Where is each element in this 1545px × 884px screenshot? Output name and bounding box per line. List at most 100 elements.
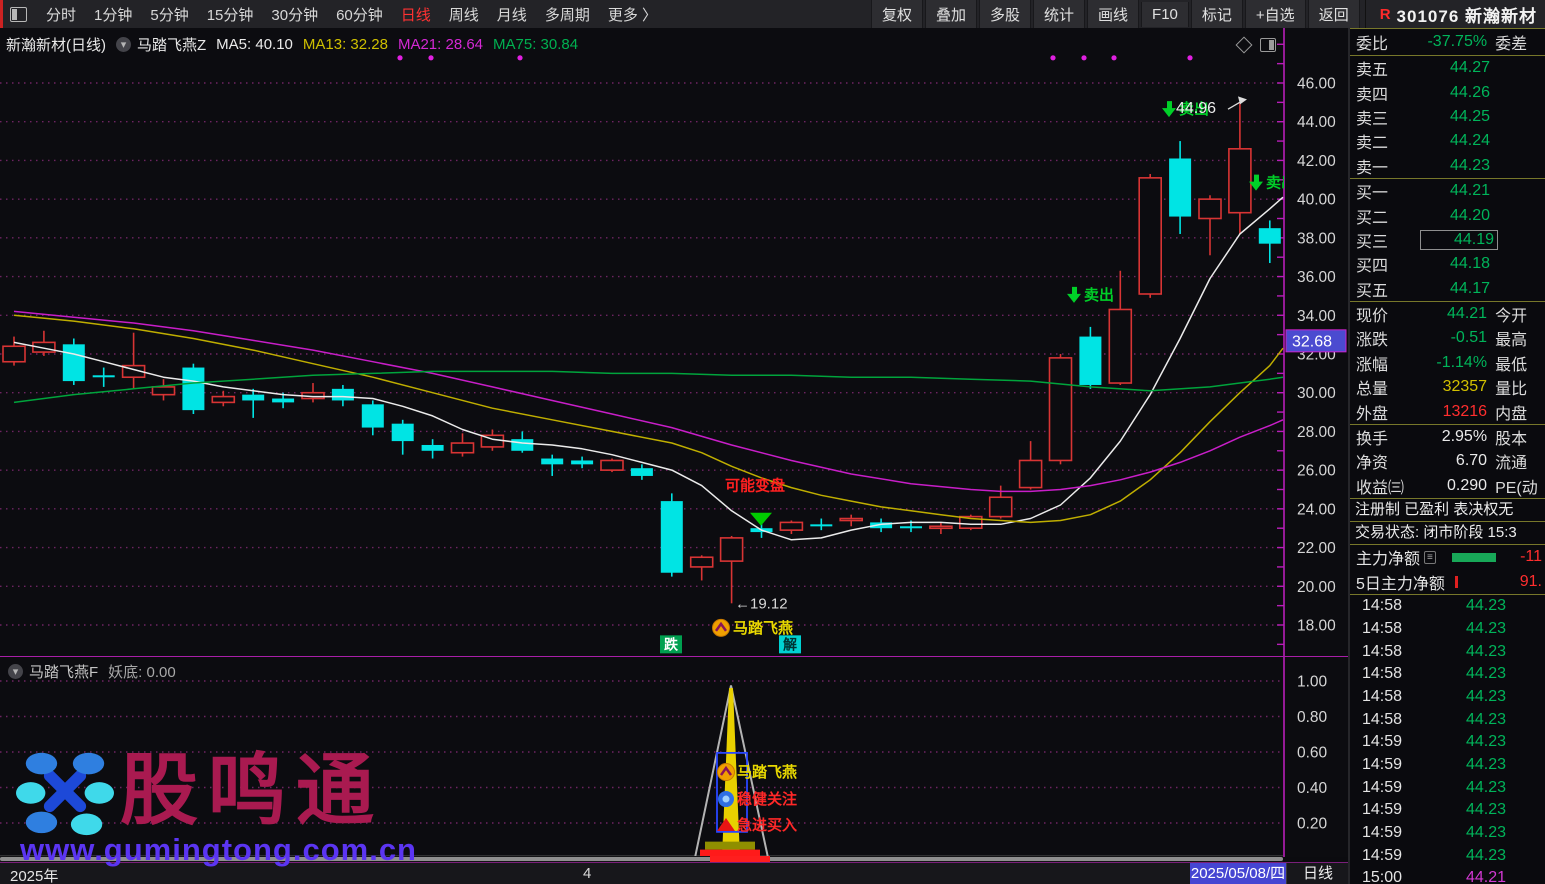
stat-row: 收益㈢ 0.290 PE(动 — [1356, 476, 1538, 497]
panel-toggle-icon[interactable] — [10, 6, 27, 22]
indicator-signal-label: 马踏飞燕 — [737, 763, 797, 781]
lower-panel-header: ▾ 马踏飞燕F 妖底: 0.00 — [8, 661, 176, 682]
tick-row[interactable]: 14:59 44.23 — [1362, 733, 1506, 751]
action-button-返回[interactable]: 返回 — [1307, 0, 1360, 29]
main-net-row[interactable]: 主力净额 ≡ -11 — [1350, 545, 1545, 569]
tick-row[interactable]: 14:58 44.23 — [1362, 710, 1506, 728]
tick-row[interactable]: 15:00 44.21 — [1362, 869, 1506, 884]
svg-text:0.20: 0.20 — [1297, 816, 1328, 833]
menu-actions: 复权 叠加 多股 统计 画线 F10 标记 +自选 返回 — [870, 0, 1361, 29]
order-level-row[interactable]: 卖三 44.25 — [1356, 107, 1490, 128]
svg-text:0.80: 0.80 — [1297, 709, 1328, 726]
indicator-signal-label: 稳健关注 — [737, 790, 797, 808]
scrollbar-thumb[interactable] — [0, 857, 1283, 861]
tick-row[interactable]: 14:59 44.23 — [1362, 824, 1506, 842]
period-item-日线[interactable]: 日线 — [400, 6, 431, 24]
order-level-row[interactable]: 买一 44.21 — [1356, 182, 1490, 203]
scrollbar-selection[interactable] — [710, 856, 770, 862]
svg-text:44.00: 44.00 — [1297, 114, 1336, 131]
svg-text:马踏飞燕: 马踏飞燕 — [733, 619, 793, 637]
period-item-1分钟[interactable]: 1分钟 — [94, 6, 133, 24]
sell-signal-label: 卖出 — [1266, 174, 1296, 192]
action-button-复权[interactable]: 复权 — [870, 0, 923, 29]
svg-text:1.00: 1.00 — [1297, 674, 1328, 691]
svg-text:40.00: 40.00 — [1297, 192, 1336, 209]
five-day-net-row[interactable]: 5日主力净额 91. — [1350, 569, 1545, 593]
period-item-月线[interactable]: 月线 — [496, 6, 527, 24]
tick-list[interactable]: 14:58 44.23 14:58 44.23 14:58 44.23 14:58 44.23… — [1350, 595, 1545, 884]
svg-text:36.00: 36.00 — [1297, 269, 1336, 286]
period-item-15分钟[interactable]: 15分钟 — [206, 6, 254, 24]
tick-row[interactable]: 14:58 44.23 — [1362, 665, 1506, 683]
action-button-多股[interactable]: 多股 — [979, 0, 1032, 29]
period-item-周线[interactable]: 周线 — [448, 6, 479, 24]
lower-indicator-value: 妖底: 0.00 — [108, 664, 176, 681]
action-button-+自选[interactable]: +自选 — [1244, 0, 1306, 29]
action-button-F10[interactable]: F10 — [1141, 1, 1189, 27]
sell-signal-label: 卖出 — [1179, 100, 1209, 118]
order-level-row[interactable]: 卖二 44.24 — [1356, 132, 1490, 153]
chart-scrollbar[interactable] — [0, 856, 1283, 862]
action-button-标记[interactable]: 标记 — [1190, 0, 1243, 29]
svg-text:24.00: 24.00 — [1297, 501, 1336, 518]
action-button-叠加[interactable]: 叠加 — [924, 0, 977, 29]
chevron-down-icon[interactable]: ▾ — [116, 37, 131, 52]
tick-row[interactable]: 14:59 44.23 — [1362, 778, 1506, 796]
action-button-画线[interactable]: 画线 — [1087, 0, 1140, 29]
main-net-value: -11 — [1520, 548, 1542, 566]
tick-row[interactable]: 14:58 44.23 — [1362, 687, 1506, 705]
list-icon[interactable]: ≡ — [1424, 550, 1436, 564]
tick-row[interactable]: 14:59 44.23 — [1362, 846, 1506, 864]
period-item-多周期[interactable]: 多周期 — [544, 6, 590, 24]
chevron-down-icon[interactable]: ▾ — [8, 664, 23, 679]
tick-row[interactable]: 14:58 44.23 — [1362, 597, 1506, 615]
weicha-label: 委差 — [1495, 36, 1528, 53]
main-net-label: 主力净额 — [1356, 551, 1421, 569]
trading-status: 交易状态: 闭市阶段 15:3 — [1355, 524, 1517, 542]
order-level-row[interactable]: 卖五 44.27 — [1356, 59, 1490, 80]
period-item-分时[interactable]: 分时 — [46, 6, 77, 24]
stat-row: 涨幅 -1.14% 最低 — [1356, 353, 1528, 374]
svg-text:18.00: 18.00 — [1297, 617, 1336, 634]
svg-text:20.00: 20.00 — [1297, 579, 1336, 596]
ma-value-labels: MA5: 40.10 MA13: 32.28 MA21: 28.64 MA75: 30… — [216, 36, 588, 53]
tick-row[interactable]: 14:58 44.23 — [1362, 619, 1506, 637]
svg-text:34.00: 34.00 — [1297, 308, 1336, 325]
indicator-name[interactable]: 马踏飞燕Z — [137, 37, 207, 54]
price-stats: 现价 44.21 今开 涨跌 -0.51 最高 涨幅 -1.14% 最低 总量 32357 量比 外盘 1… — [1350, 302, 1545, 424]
action-button-统计[interactable]: 统计 — [1033, 0, 1086, 29]
five-day-net-value: 91. — [1519, 572, 1542, 590]
order-level-row[interactable]: 买五 44.17 — [1356, 279, 1490, 300]
svg-text:46.00: 46.00 — [1297, 76, 1336, 93]
period-item-30分钟[interactable]: 30分钟 — [271, 6, 319, 24]
main-chart-header: 新瀚新材(日线) ▾ 马踏飞燕Z MA5: 40.10 MA13: 32.28 MA… — [6, 34, 588, 55]
stat-row: 换手 2.95% 股本 — [1356, 428, 1528, 449]
order-level-row[interactable]: 买四 44.18 — [1356, 255, 1490, 276]
cursor-date-badge: 2025/05/08/四 — [1190, 863, 1286, 884]
fundamental-stats: 换手 2.95% 股本 净资 6.70 流通 收益㈢ 0.290 PE(动 — [1350, 425, 1545, 498]
period-badge[interactable]: 日线 — [1286, 863, 1349, 884]
tick-row[interactable]: 14:59 44.23 — [1362, 755, 1506, 773]
stat-row: 外盘 13216 内盘 — [1356, 402, 1528, 423]
chart-header-icons — [1235, 36, 1276, 54]
tick-row[interactable]: 14:58 44.23 — [1362, 642, 1506, 660]
period-item-5分钟[interactable]: 5分钟 — [150, 6, 189, 24]
order-level-row[interactable]: 卖四 44.26 — [1356, 83, 1490, 104]
split-pane-icon[interactable] — [1260, 38, 1276, 52]
chart-title: 新瀚新材(日线) — [6, 37, 106, 54]
stat-row: 总量 32357 量比 — [1356, 378, 1528, 399]
window-edge-strip — [0, 0, 3, 28]
period-item-60分钟[interactable]: 60分钟 — [336, 6, 383, 24]
tick-row[interactable]: 14:59 44.23 — [1362, 801, 1506, 819]
stock-header: R 301076 新瀚新材 — [1380, 2, 1545, 27]
svg-text:0.40: 0.40 — [1297, 780, 1328, 797]
diamond-icon[interactable] — [1235, 36, 1253, 54]
order-level-row[interactable]: 买二 44.20 — [1356, 206, 1490, 227]
order-level-row[interactable]: 买三 44.19 — [1350, 228, 1545, 252]
ma-label: MA13: 32.28 — [302, 36, 388, 53]
lower-indicator-name[interactable]: 马踏飞燕F — [29, 664, 99, 681]
order-level-row[interactable]: 卖一 44.23 — [1356, 156, 1490, 177]
period-item-更多 〉[interactable]: 更多 〉 — [607, 6, 657, 24]
